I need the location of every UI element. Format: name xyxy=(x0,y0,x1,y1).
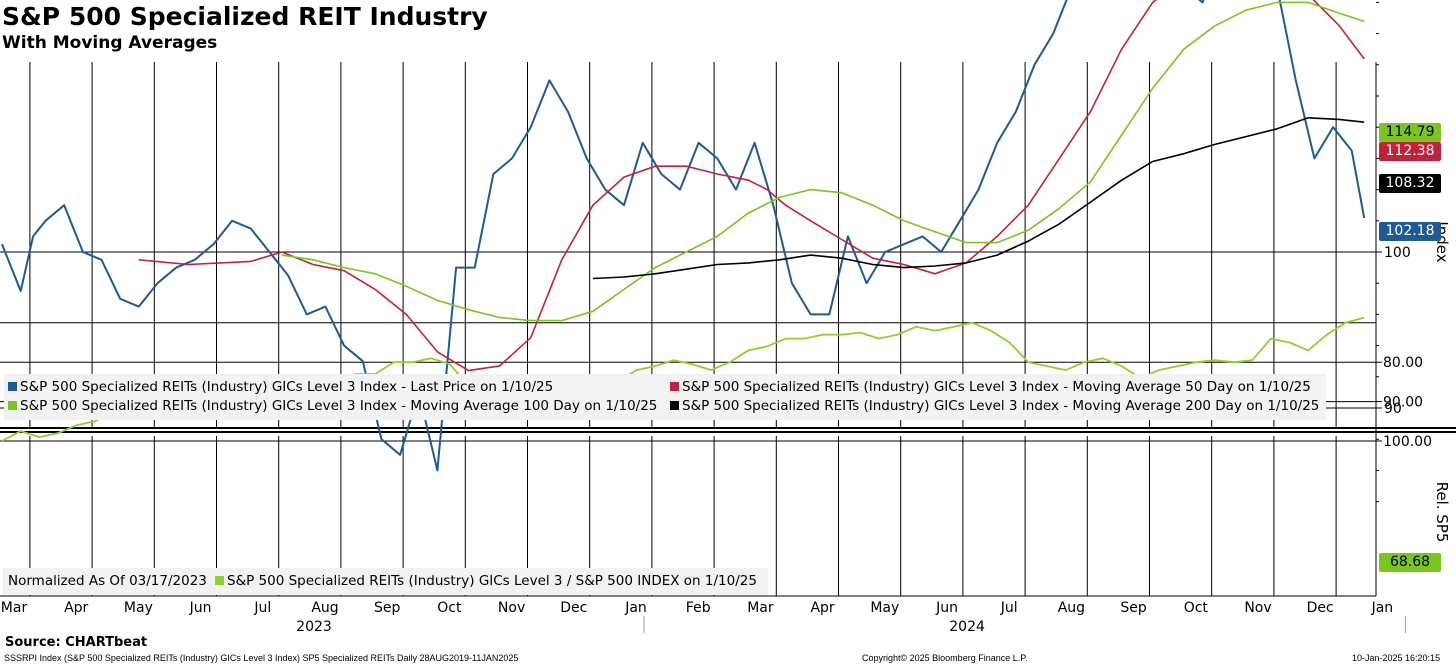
x-tick-label: May xyxy=(870,600,899,616)
x-tick-label: Nov xyxy=(1244,600,1271,616)
series-ma-200 xyxy=(592,117,1365,280)
footer-copyright: Copyright© 2025 Bloomberg Finance L.P. xyxy=(862,653,1028,663)
legend-item-ma200: S&P 500 Specialized REITs (Industry) GIC… xyxy=(670,398,1319,414)
value-tag-ma100: 114.79 xyxy=(1379,123,1441,142)
value-tag-relative: 68.68 xyxy=(1379,553,1441,572)
legend-swatch-relative xyxy=(215,576,224,585)
x-tick-label: Feb xyxy=(686,600,711,616)
footer-left: SSSRPI Index (S&P 500 Specialized REITs … xyxy=(4,653,519,663)
y-tick-label-bottom: 100.00 xyxy=(1383,434,1432,450)
legend-item-relative: S&P 500 Specialized REITs (Industry) GIC… xyxy=(215,573,757,589)
x-tick-label: Jun xyxy=(935,600,958,616)
x-tick-label: Nov xyxy=(498,600,525,616)
legend-label-ma200: S&P 500 Specialized REITs (Industry) GIC… xyxy=(682,398,1320,414)
series-ma-100 xyxy=(281,1,1365,322)
source-note: Source: CHARTbeat xyxy=(5,635,148,650)
x-tick-label: Jun xyxy=(189,600,212,616)
legend-label-ma100: S&P 500 Specialized REITs (Industry) GIC… xyxy=(20,398,658,414)
x-tick-label: Aug xyxy=(1058,600,1085,616)
x-tick-label: Sep xyxy=(374,600,401,616)
x-tick-label: Dec xyxy=(1307,600,1334,616)
series-ma-50 xyxy=(138,0,1365,372)
x-tick-label: Mar xyxy=(747,600,774,616)
footer-timestamp: 10-Jan-2025 16:20:15 xyxy=(1352,653,1441,663)
bottom-legend: Normalized As Of 03/17/2023 S&P 500 Spec… xyxy=(3,568,768,595)
x-tick-label: Jul xyxy=(1000,600,1018,616)
top-legend: S&P 500 Specialized REITs (Industry) GIC… xyxy=(4,374,1326,420)
x-year-label: 2024 xyxy=(949,619,985,635)
y-tick-label-top: 90 xyxy=(1384,401,1402,417)
y-tick-label-top: 100 xyxy=(1384,245,1411,261)
x-tick-label: Jan xyxy=(1371,600,1394,616)
x-tick-label: Dec xyxy=(560,600,587,616)
legend-swatch-ma100 xyxy=(8,401,17,410)
chart-title: S&P 500 Specialized REIT Industry xyxy=(2,2,488,31)
x-tick-label: Apr xyxy=(64,600,88,616)
legend-swatch-ma200 xyxy=(670,401,679,410)
x-tick-label: Aug xyxy=(311,600,338,616)
value-tag-ma50: 112.38 xyxy=(1379,142,1441,161)
value-tag-last-price: 102.18 xyxy=(1379,222,1441,241)
series-last-price xyxy=(1,0,1366,472)
legend-swatch-last-price xyxy=(8,382,17,391)
legend-normalized-note: Normalized As Of 03/17/2023 xyxy=(8,573,207,589)
y-tick-label-bottom: 90.00 xyxy=(1383,395,1423,411)
x-tick-label: Jan xyxy=(624,600,647,616)
legend-swatch-ma50 xyxy=(670,382,679,391)
x-year-label: 2023 xyxy=(296,619,332,635)
chart-subtitle: With Moving Averages xyxy=(2,33,218,53)
x-tick-label: Apr xyxy=(810,600,834,616)
x-tick-label: Oct xyxy=(1184,600,1209,616)
x-tick-label: May xyxy=(124,600,153,616)
x-tick-label: Sep xyxy=(1120,600,1147,616)
legend-label-ma50: S&P 500 Specialized REITs (Industry) GIC… xyxy=(682,379,1311,395)
x-tick-label: Jul xyxy=(253,600,271,616)
legend-item-ma100: S&P 500 Specialized REITs (Industry) GIC… xyxy=(8,398,657,414)
legend-item-ma50: S&P 500 Specialized REITs (Industry) GIC… xyxy=(670,379,1311,395)
legend-item-last-price: S&P 500 Specialized REITs (Industry) GIC… xyxy=(8,379,553,395)
y-tick-label-bottom: 80.00 xyxy=(1383,355,1423,371)
legend-label-last-price: S&P 500 Specialized REITs (Industry) GIC… xyxy=(20,379,554,395)
x-tick-label: Oct xyxy=(437,600,462,616)
x-tick-label: Mar xyxy=(1,600,28,616)
y-axis-title-bottom: Rel. SP5 xyxy=(1433,482,1451,543)
legend-label-relative: S&P 500 Specialized REITs (Industry) GIC… xyxy=(227,573,757,589)
value-tag-ma200: 108.32 xyxy=(1379,174,1441,193)
